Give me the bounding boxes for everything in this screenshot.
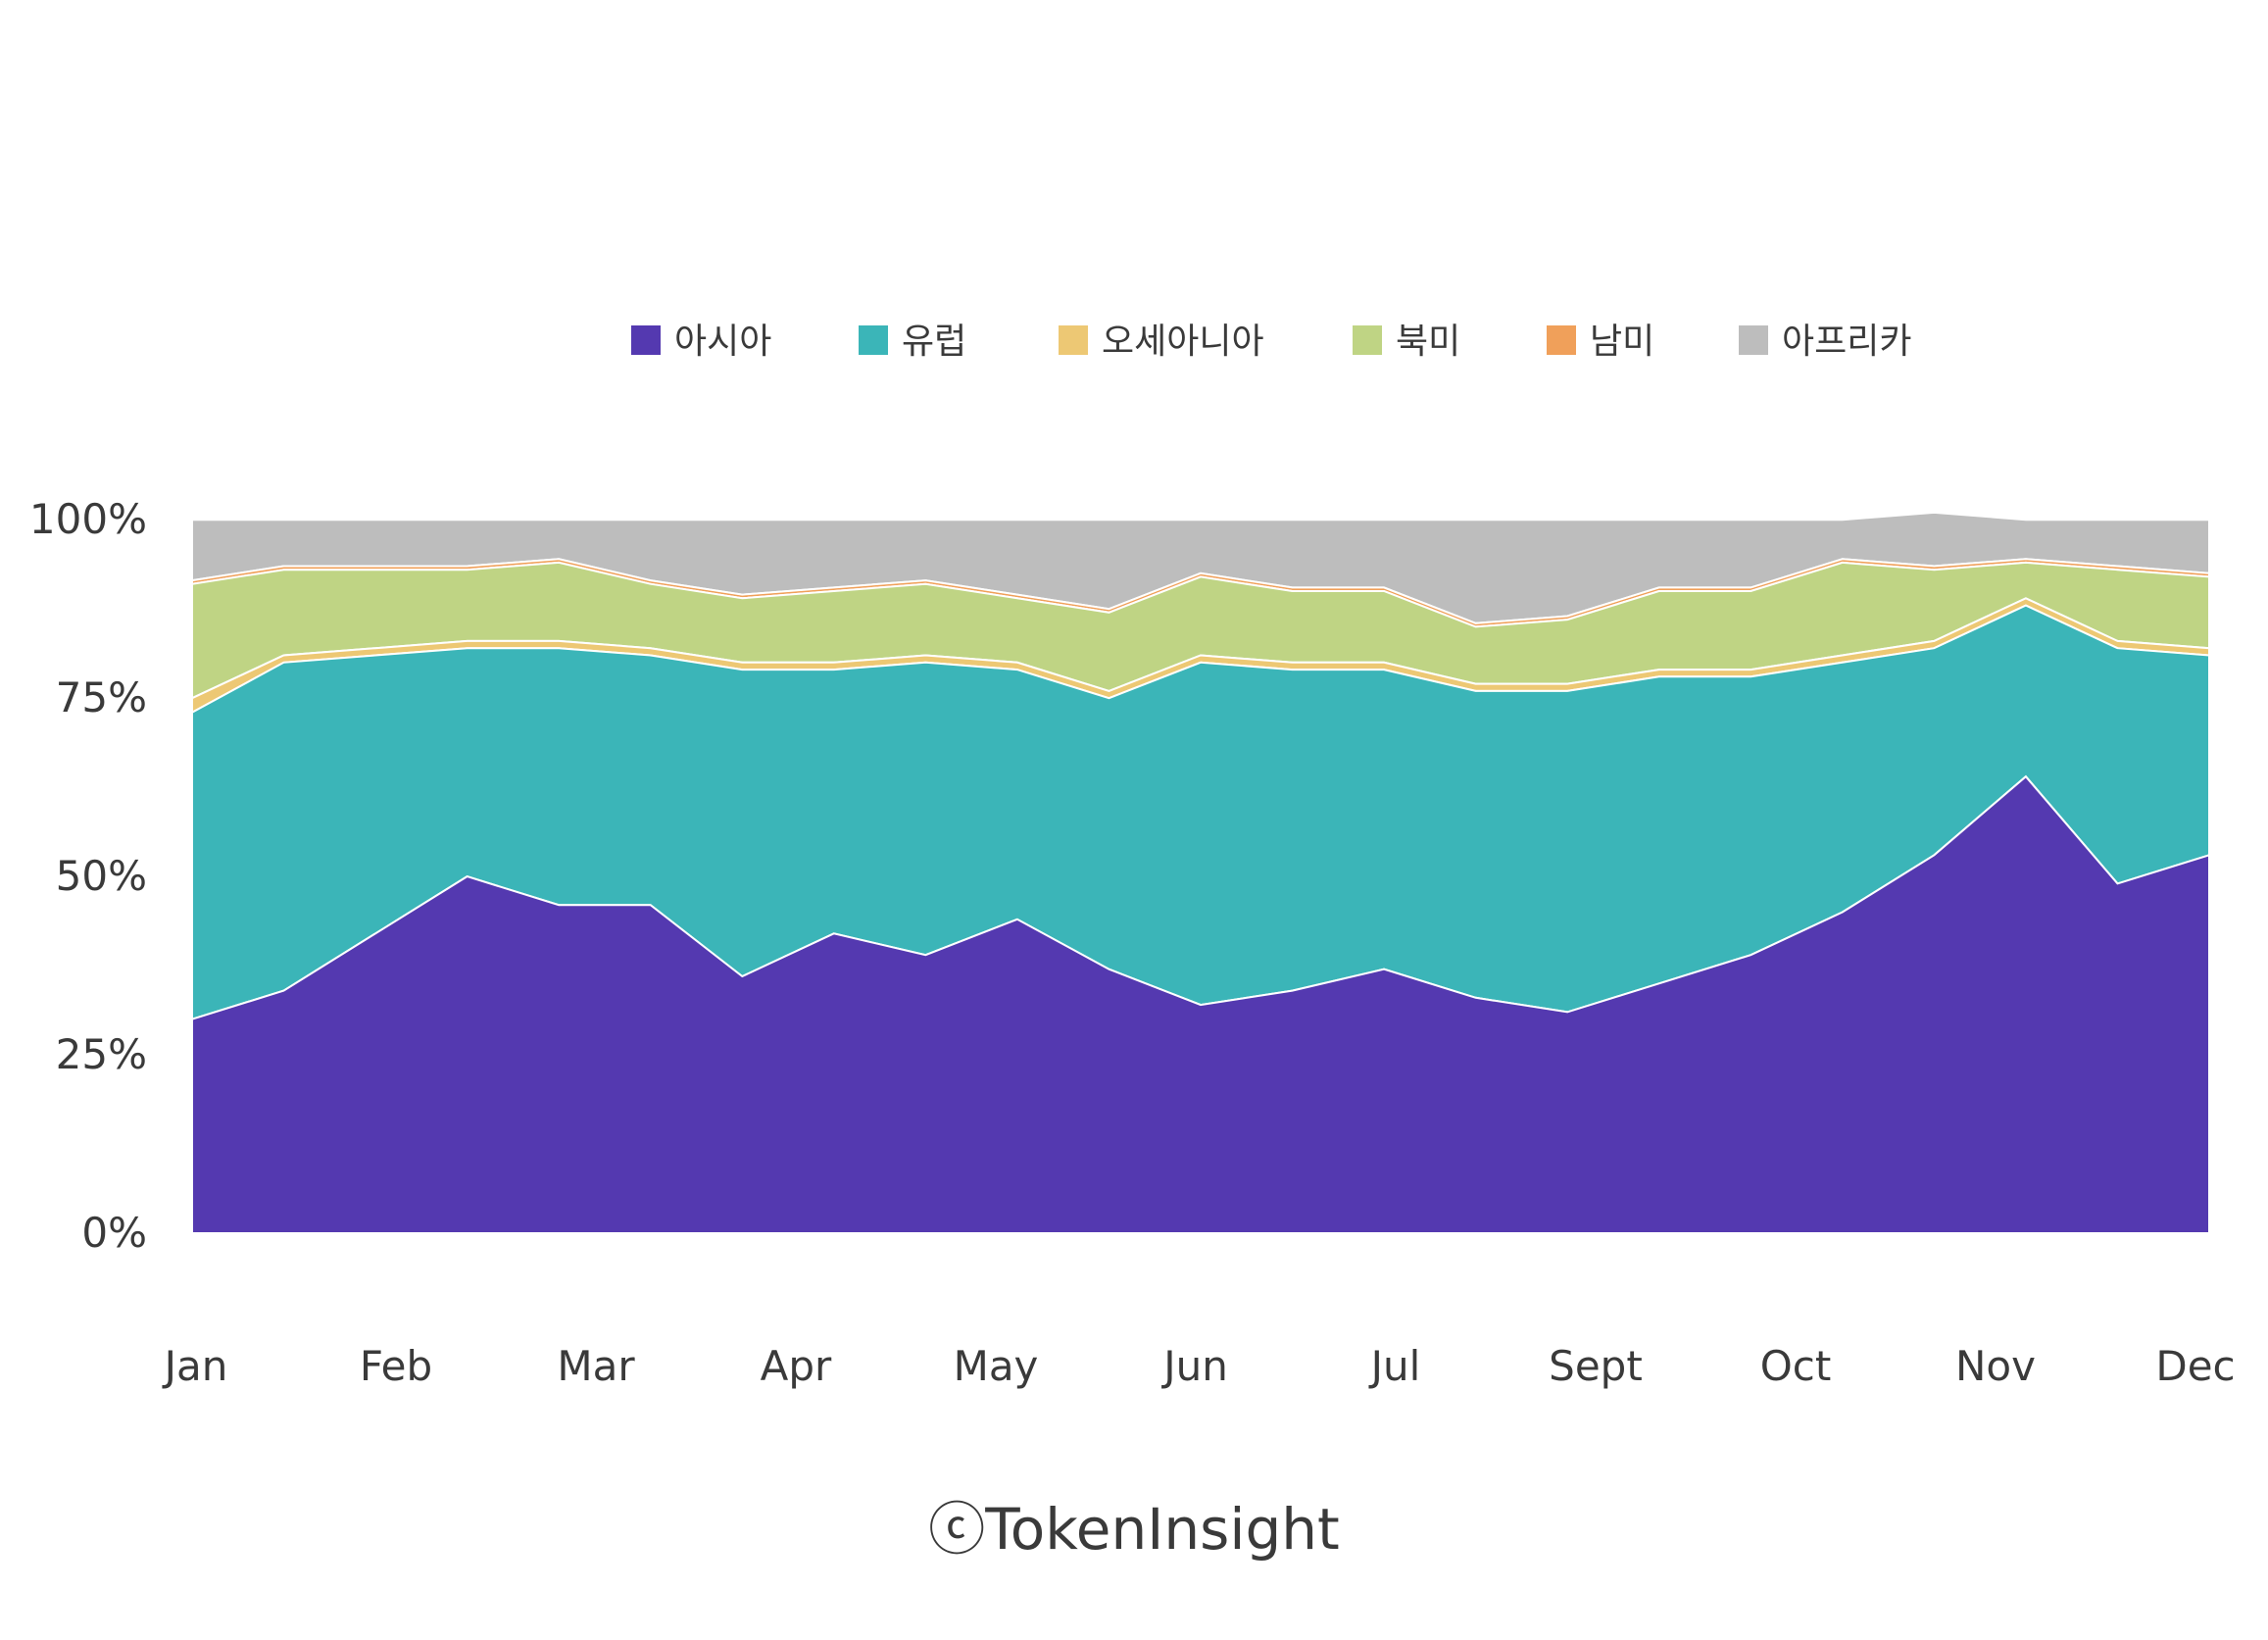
legend-item--: 아프리카 [1739, 322, 1911, 362]
legend-swatch [1739, 325, 1768, 355]
legend-label: 북미 [1396, 322, 1460, 362]
x-axis: Jan Feb Mar Apr May Jun Jul Sept Oct Nov Dec [162, 1342, 2236, 1390]
x-tick-label: Jun [1160, 1342, 1228, 1390]
x-tick-label: Mar [557, 1342, 635, 1390]
x-tick-label: Dec [2155, 1342, 2235, 1390]
x-tick-label: Apr [761, 1342, 832, 1390]
x-tick-label: May [954, 1342, 1039, 1390]
plot-area [191, 511, 2210, 1234]
legend-label: 남미 [1590, 322, 1654, 362]
legend-item--: 오세아니아 [1059, 322, 1264, 362]
x-tick-label: Oct [1760, 1342, 1832, 1390]
y-tick-label: 75% [56, 673, 147, 721]
y-tick-label: 25% [56, 1030, 147, 1078]
x-tick-label: Jan [162, 1342, 228, 1390]
x-tick-label: Nov [1955, 1342, 2036, 1390]
y-tick-label: 100% [29, 495, 147, 543]
legend-swatch [1547, 325, 1576, 355]
y-tick-label: 50% [56, 852, 147, 900]
legend-swatch [631, 325, 661, 355]
legend-label: 오세아니아 [1102, 322, 1264, 362]
y-axis: 0% 25% 50% 75% 100% [29, 495, 147, 1257]
legend-label: 유럽 [902, 322, 966, 362]
x-tick-label: Jul [1368, 1342, 1421, 1390]
legend-item--: 아시아 [631, 322, 771, 362]
credit-watermark: ⓒTokenInsight [928, 1496, 1340, 1563]
y-tick-label: 0% [81, 1209, 147, 1257]
area-- [191, 774, 2210, 1234]
legend-label: 아프리카 [1782, 322, 1911, 362]
x-tick-label: Feb [360, 1342, 432, 1390]
legend-item--: 남미 [1547, 322, 1654, 362]
legend: 아시아 유럽 오세아니아 북미 남미 아프리카 [631, 322, 1911, 362]
legend-item--: 북미 [1353, 322, 1460, 362]
legend-item--: 유럽 [859, 322, 966, 362]
legend-swatch [859, 325, 888, 355]
x-tick-label: Sept [1549, 1342, 1643, 1390]
legend-swatch [1353, 325, 1382, 355]
legend-swatch [1059, 325, 1088, 355]
legend-label: 아시아 [674, 322, 771, 362]
